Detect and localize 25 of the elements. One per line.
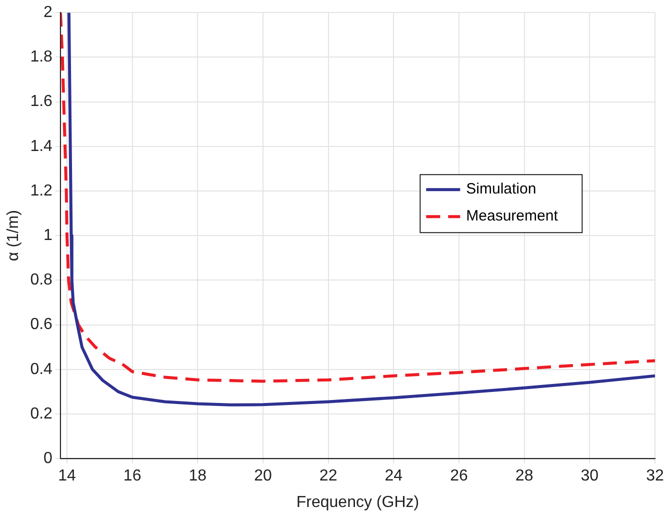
y-tick-label: 1.8 [30,48,53,66]
x-tick-label: 18 [188,468,207,485]
x-tick-label: 20 [254,468,272,485]
x-tick-label: 32 [646,468,664,485]
y-tick-label: 1 [44,227,53,244]
x-tick-label: 28 [515,468,534,485]
legend-label: Simulation [466,180,536,198]
y-tick-label: 0.6 [30,316,53,334]
x-tick-label: 26 [450,468,468,485]
y-tick-label: 0.4 [30,360,53,378]
legend-label: Measurement [466,208,559,225]
x-tick-label: 14 [58,468,76,485]
y-tick-label: 1.2 [30,182,53,200]
y-tick-label: 2 [44,4,53,22]
x-tick-label: 30 [580,468,599,485]
x-tick-label: 16 [123,468,142,485]
x-axis-title: Frequency (GHz) [296,494,420,511]
x-tick-label: 24 [384,468,403,485]
y-tick-label: 0 [44,450,53,468]
x-tick-label: 22 [319,468,338,485]
y-tick-label: 0.8 [30,272,53,289]
y-tick-label: 0.2 [30,405,53,422]
y-tick-label: 1.6 [30,93,53,110]
y-axis-title: α (1/m) [5,210,22,262]
y-tick-label: 1.4 [30,138,53,155]
